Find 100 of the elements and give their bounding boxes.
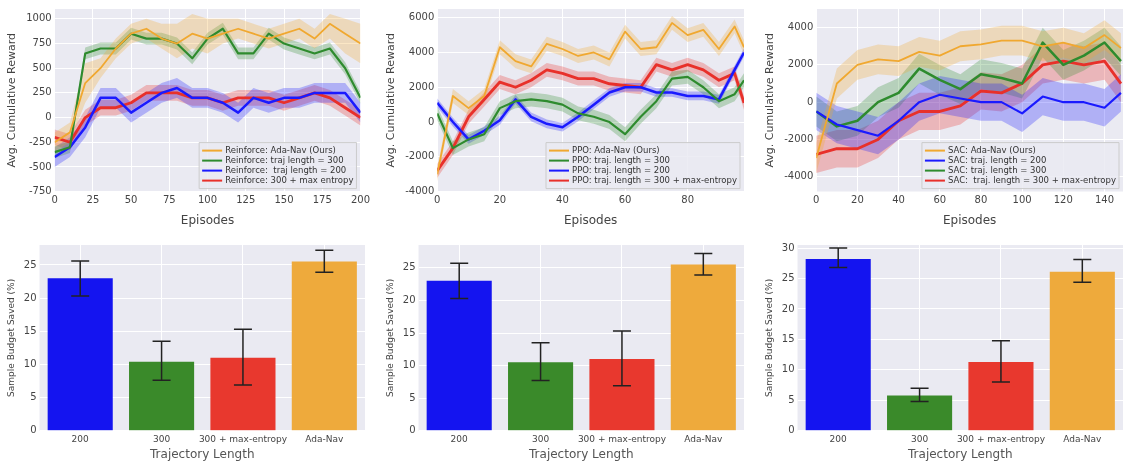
y-tick-label: -2000 (784, 133, 814, 145)
bar (1049, 271, 1115, 431)
y-tick-label: 6000 (408, 11, 435, 23)
x-tick-label: 20 (493, 194, 507, 206)
x-tick-label: 60 (618, 194, 632, 206)
y-tick-label: 0 (788, 424, 795, 436)
x-tick-label: 300 + max-entropy (577, 433, 667, 444)
y-tick-label: 25 (781, 272, 795, 284)
x-tick-label: 200 (71, 433, 90, 444)
x-axis-title: Trajectory Length (149, 446, 255, 461)
x-axis-title: Trajectory Length (528, 446, 634, 461)
x-tick-label: 100 (1012, 194, 1032, 206)
y-axis-title: Avg. Cumulative Reward (5, 32, 19, 168)
bar (805, 259, 871, 431)
y-tick-label: 2000 (408, 80, 435, 92)
x-tick-label: 300 (910, 433, 929, 444)
y-tick-label: -4000 (405, 185, 435, 197)
x-axis-title: Episodes (942, 212, 997, 227)
x-tick-label: 300 (152, 433, 171, 444)
x-tick-label: Ada-Nav (1063, 433, 1103, 444)
y-tick-label: -250 (28, 135, 52, 147)
legend-label: PPO: traj. length = 200 (572, 164, 671, 175)
legend-label: SAC: traj. length = 300 + max-entropy (947, 174, 1116, 185)
x-tick-label: 300 + max-entropy (956, 433, 1046, 444)
legend-label: Reinforce: 300 + max entropy (225, 174, 354, 185)
y-axis-title: Sample Budget Saved (%) (384, 278, 395, 397)
x-tick-label: 125 (236, 194, 256, 206)
bar (508, 362, 574, 431)
x-axis-title: Episodes (563, 212, 618, 227)
x-tick-label: 60 (933, 194, 947, 206)
x-tick-label: 100 (198, 194, 218, 206)
y-tick-label: 25 (23, 258, 37, 270)
x-tick-label: 20 (851, 194, 864, 206)
x-tick-label: Ada-Nav (305, 433, 345, 444)
y-axis-title: Avg. Cumulative Reward (763, 32, 777, 168)
y-tick-label: 20 (402, 294, 416, 306)
y-tick-label: 1000 (26, 12, 52, 24)
y-tick-label: 20 (23, 291, 37, 303)
x-tick-label: 80 (681, 194, 695, 206)
y-tick-label: 5 (30, 391, 37, 403)
y-tick-label: 10 (402, 359, 416, 371)
bar (968, 361, 1034, 431)
legend-label: PPO: traj. length = 300 (572, 154, 671, 165)
bar (291, 261, 357, 431)
legend-label: SAC: Ada-Nav (Ours) (947, 144, 1036, 155)
y-tick-label: 0 (30, 424, 37, 436)
y-tick-label: 0 (409, 424, 416, 436)
legend-label: PPO: Ada-Nav (Ours) (572, 144, 660, 155)
y-tick-label: 0 (427, 115, 435, 127)
x-tick-label: 150 (274, 194, 294, 206)
y-axis-title: Avg. Cumulative Reward (384, 32, 398, 168)
y-tick-label: 30 (781, 241, 795, 253)
x-tick-label: 25 (86, 194, 100, 206)
y-tick-label: 5 (409, 391, 416, 403)
x-axis-title: Episodes (180, 212, 235, 227)
y-tick-label: 15 (23, 324, 37, 336)
bar (589, 359, 655, 431)
x-axis-title: Trajectory Length (907, 446, 1013, 461)
x-tick-label: 200 (450, 433, 469, 444)
x-tick-label: 75 (162, 194, 176, 206)
y-tick-label: 0 (45, 111, 52, 123)
y-tick-label: -750 (28, 185, 52, 197)
bar (670, 264, 736, 431)
x-tick-label: 40 (556, 194, 569, 206)
legend-label: SAC: traj. length = 300 (947, 164, 1047, 175)
y-tick-label: 10 (23, 358, 37, 370)
y-tick-label: -2000 (405, 150, 435, 162)
y-tick-label: 15 (781, 333, 795, 345)
y-tick-label: 750 (32, 37, 52, 49)
legend-label: PPO: traj. length = 300 + max-entropy (572, 174, 737, 185)
bar (210, 357, 276, 431)
x-tick-label: 300 (531, 433, 550, 444)
x-tick-label: 200 (829, 433, 848, 444)
bar (47, 278, 113, 431)
x-tick-label: 300 + max-entropy (198, 433, 288, 444)
y-tick-label: 500 (32, 61, 52, 73)
x-tick-label: 40 (892, 194, 905, 206)
x-tick-label: 80 (974, 194, 988, 206)
y-tick-label: 15 (402, 326, 416, 338)
y-tick-label: 20 (781, 302, 795, 314)
y-axis-title: Sample Budget Saved (%) (5, 278, 16, 397)
y-tick-label: 2000 (787, 58, 814, 70)
legend-label: Reinforce: Ada-Nav (Ours) (225, 144, 336, 155)
y-tick-label: 4000 (408, 46, 435, 58)
bar (129, 361, 195, 431)
legend-label: Reinforce: traj length = 200 (225, 164, 347, 175)
x-tick-label: Ada-Nav (684, 433, 724, 444)
x-tick-label: 140 (1094, 194, 1115, 206)
x-tick-label: 50 (124, 194, 138, 206)
y-tick-label: 4000 (787, 21, 814, 33)
y-tick-label: -500 (28, 160, 52, 172)
y-tick-label: 10 (781, 363, 795, 375)
legend-label: SAC: traj. length = 200 (947, 154, 1047, 165)
y-tick-label: -4000 (784, 170, 814, 182)
x-tick-label: 200 (350, 194, 370, 206)
y-tick-label: 25 (402, 261, 416, 273)
y-tick-label: 5 (788, 393, 795, 405)
x-tick-label: 120 (1053, 194, 1073, 206)
y-tick-label: 0 (806, 95, 814, 107)
legend-label: Reinforce: traj length = 300 (225, 154, 344, 165)
